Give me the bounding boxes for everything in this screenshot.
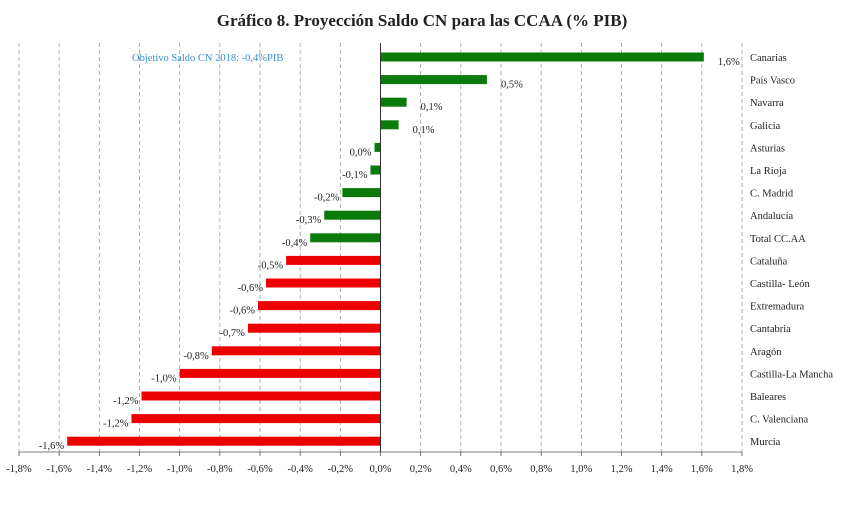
data-label: 0,5% — [501, 80, 523, 91]
data-label: -1,6% — [39, 441, 65, 452]
category-label: Cataluña — [750, 256, 788, 267]
category-label: La Rioja — [750, 166, 787, 177]
x-tick-label: 0,6% — [490, 464, 512, 475]
x-tick-label: 1,4% — [651, 464, 673, 475]
x-tick-label: -1,8% — [6, 464, 32, 475]
bar — [131, 414, 381, 424]
category-label: Murcia — [750, 437, 781, 448]
x-tick-label: 0,2% — [410, 464, 432, 475]
data-label: -0,5% — [258, 260, 284, 271]
x-tick-label: 1,2% — [611, 464, 633, 475]
x-tick-label: 1,0% — [570, 464, 592, 475]
bar — [266, 278, 381, 288]
category-label: Baleares — [750, 392, 786, 403]
x-tick-label: 0,8% — [530, 464, 552, 475]
bar — [179, 368, 381, 378]
target-annotation: Objetivo Saldo CN 2018: -0,4%PIB — [132, 53, 284, 64]
data-label: -0,6% — [238, 283, 264, 294]
category-label: Castilla-La Mancha — [750, 369, 833, 380]
x-tick-label: 0,0% — [370, 464, 392, 475]
x-tick-label: -1,0% — [167, 464, 193, 475]
data-label: -0,4% — [282, 238, 308, 249]
category-label: Cantabria — [750, 324, 791, 335]
bar — [257, 301, 381, 311]
category-label: Navarra — [750, 98, 784, 109]
bar — [370, 165, 381, 175]
x-tick-label: -0,8% — [207, 464, 233, 475]
bar — [286, 255, 381, 265]
data-label: -0,1% — [342, 170, 368, 181]
bar — [67, 436, 381, 446]
bar — [380, 75, 487, 85]
bar — [380, 52, 704, 62]
data-label: -0,7% — [220, 328, 246, 339]
bar — [310, 233, 381, 243]
data-label: -1,2% — [103, 419, 129, 430]
bar — [342, 188, 381, 198]
x-tick-label: -0,6% — [247, 464, 273, 475]
x-tick-label: 0,4% — [450, 464, 472, 475]
x-tick-label: -0,4% — [287, 464, 313, 475]
category-label: Castilla- León — [750, 279, 811, 290]
bar — [324, 210, 381, 220]
x-tick-label: -0,2% — [328, 464, 354, 475]
bar — [380, 120, 399, 130]
category-label: Canarias — [750, 53, 787, 64]
category-label: Total CC.AA — [750, 234, 806, 245]
x-tick-label: -1,6% — [46, 464, 72, 475]
data-label: 1,6% — [718, 57, 740, 68]
category-label: Aragón — [750, 347, 782, 358]
chart-title: Gráfico 8. Proyección Saldo CN para las … — [216, 11, 628, 30]
data-label: 0,1% — [421, 102, 443, 113]
bar — [211, 346, 381, 356]
data-label: -0,8% — [183, 351, 209, 362]
data-label: -1,2% — [113, 396, 139, 407]
category-label: C. Valenciana — [750, 415, 808, 426]
bar — [380, 97, 407, 107]
category-label: País Vasco — [750, 76, 795, 87]
x-tick-label: 1,8% — [731, 464, 753, 475]
category-label: C. Madrid — [750, 189, 794, 200]
data-label: -1,0% — [151, 373, 177, 384]
x-tick-label: -1,2% — [127, 464, 153, 475]
category-label: Asturias — [750, 143, 785, 154]
category-label: Andalucía — [750, 211, 793, 222]
x-tick-label: 1,6% — [691, 464, 713, 475]
category-label: Galicia — [750, 121, 781, 132]
data-label: -0,2% — [314, 193, 340, 204]
data-label: 0,0% — [350, 147, 372, 158]
data-label: -0,6% — [230, 306, 256, 317]
bar — [374, 142, 381, 152]
category-label: Extremadura — [750, 302, 805, 313]
bar — [141, 391, 381, 401]
data-label: -0,3% — [296, 215, 322, 226]
data-label: 0,1% — [413, 125, 435, 136]
x-tick-label: -1,4% — [87, 464, 113, 475]
bar — [247, 323, 381, 333]
